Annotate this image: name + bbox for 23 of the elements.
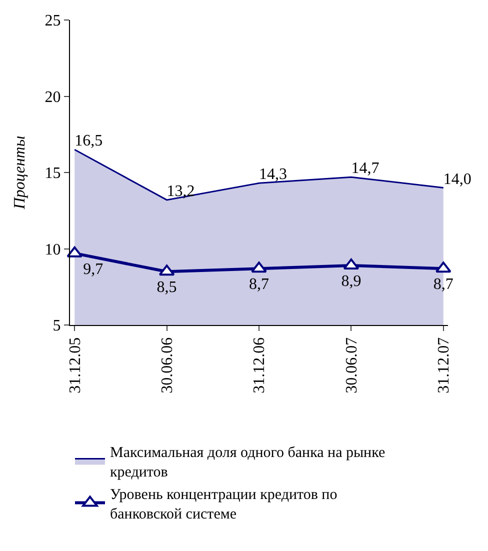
y-axis-title: Проценты: [12, 136, 29, 210]
data-label: 8,5: [156, 279, 177, 296]
data-label: 8,9: [341, 273, 362, 290]
data-label: 14,7: [351, 160, 380, 178]
x-tick-label: 31.12.06: [251, 337, 268, 394]
y-tick-label: 25: [44, 12, 61, 30]
x-tick-label: 31.12.07: [436, 337, 453, 394]
data-label: 14,3: [259, 166, 287, 184]
data-label: 8,7: [249, 276, 269, 294]
data-label: 8,7: [433, 276, 454, 294]
legend-label: Уровень концентрации кредитов по банковской системе: [110, 486, 338, 522]
y-tick-label: 5: [52, 318, 61, 335]
y-tick-label: 15: [44, 165, 61, 182]
data-label: 9,7: [83, 260, 104, 278]
x-tick-label: 31.12.05: [66, 337, 84, 394]
x-tick-label: 30.06.07: [343, 337, 360, 394]
data-label: 13,2: [166, 182, 195, 200]
data-label: 14,0: [443, 170, 472, 188]
y-tick-label: 20: [44, 88, 61, 106]
y-tick-label: 10: [44, 241, 61, 258]
x-tick-label: 30.06.06: [159, 337, 176, 394]
legend-label: Максимальная доля одного банка на рынке кредитов: [110, 444, 386, 480]
data-label: 16,5: [74, 132, 103, 150]
